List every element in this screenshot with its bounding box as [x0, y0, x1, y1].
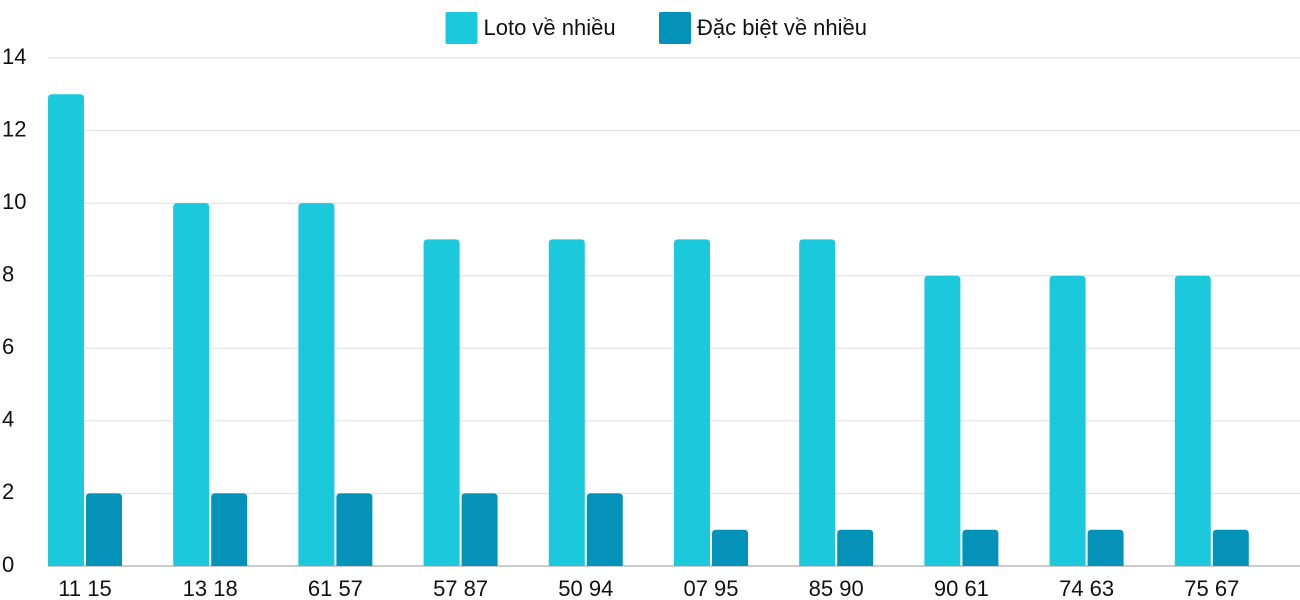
bar: [336, 493, 373, 566]
bar: [48, 94, 84, 567]
x-tick-label: 90 61: [934, 576, 989, 600]
y-tick-label: 12: [2, 116, 26, 141]
bar: [173, 203, 210, 566]
legend-swatch: [445, 12, 478, 44]
y-tick-label: 6: [2, 334, 14, 359]
bar: [962, 529, 999, 566]
bar: [1087, 529, 1124, 566]
bar: [548, 239, 585, 566]
bar: [1212, 529, 1249, 566]
x-tick-label: 85 90: [809, 576, 864, 600]
y-tick-label: 2: [2, 479, 14, 504]
bar: [837, 529, 874, 566]
y-tick-label: 10: [2, 189, 26, 214]
bar: [712, 529, 748, 566]
x-tick-label: 07 95: [683, 576, 738, 600]
x-tick-label: 50 94: [558, 576, 613, 600]
x-tick-label: 61 57: [308, 576, 363, 600]
bar: [586, 493, 623, 566]
bar: [298, 203, 335, 566]
x-tick-label: 57 87: [433, 576, 488, 600]
y-tick-label: 14: [2, 44, 26, 69]
bar: [423, 239, 460, 566]
legend-swatch: [659, 12, 691, 44]
y-tick-label: 0: [2, 552, 14, 577]
bar: [799, 239, 836, 566]
legend-label: Loto về nhiều: [484, 15, 616, 40]
bar: [211, 493, 248, 566]
y-tick-label: 4: [2, 407, 14, 432]
x-tick-label: 75 67: [1184, 576, 1239, 600]
bar: [461, 493, 498, 566]
bar: [924, 275, 961, 566]
x-tick-label: 11 15: [58, 576, 111, 600]
legend-label: Đặc biệt về nhiều: [697, 15, 867, 40]
x-tick-label: 74 63: [1059, 576, 1114, 600]
y-tick-label: 8: [2, 262, 14, 287]
x-tick-label: 13 18: [183, 576, 238, 600]
bar: [86, 493, 122, 566]
bar: [1174, 275, 1211, 566]
bar: [1049, 275, 1086, 566]
bar: [674, 239, 710, 566]
